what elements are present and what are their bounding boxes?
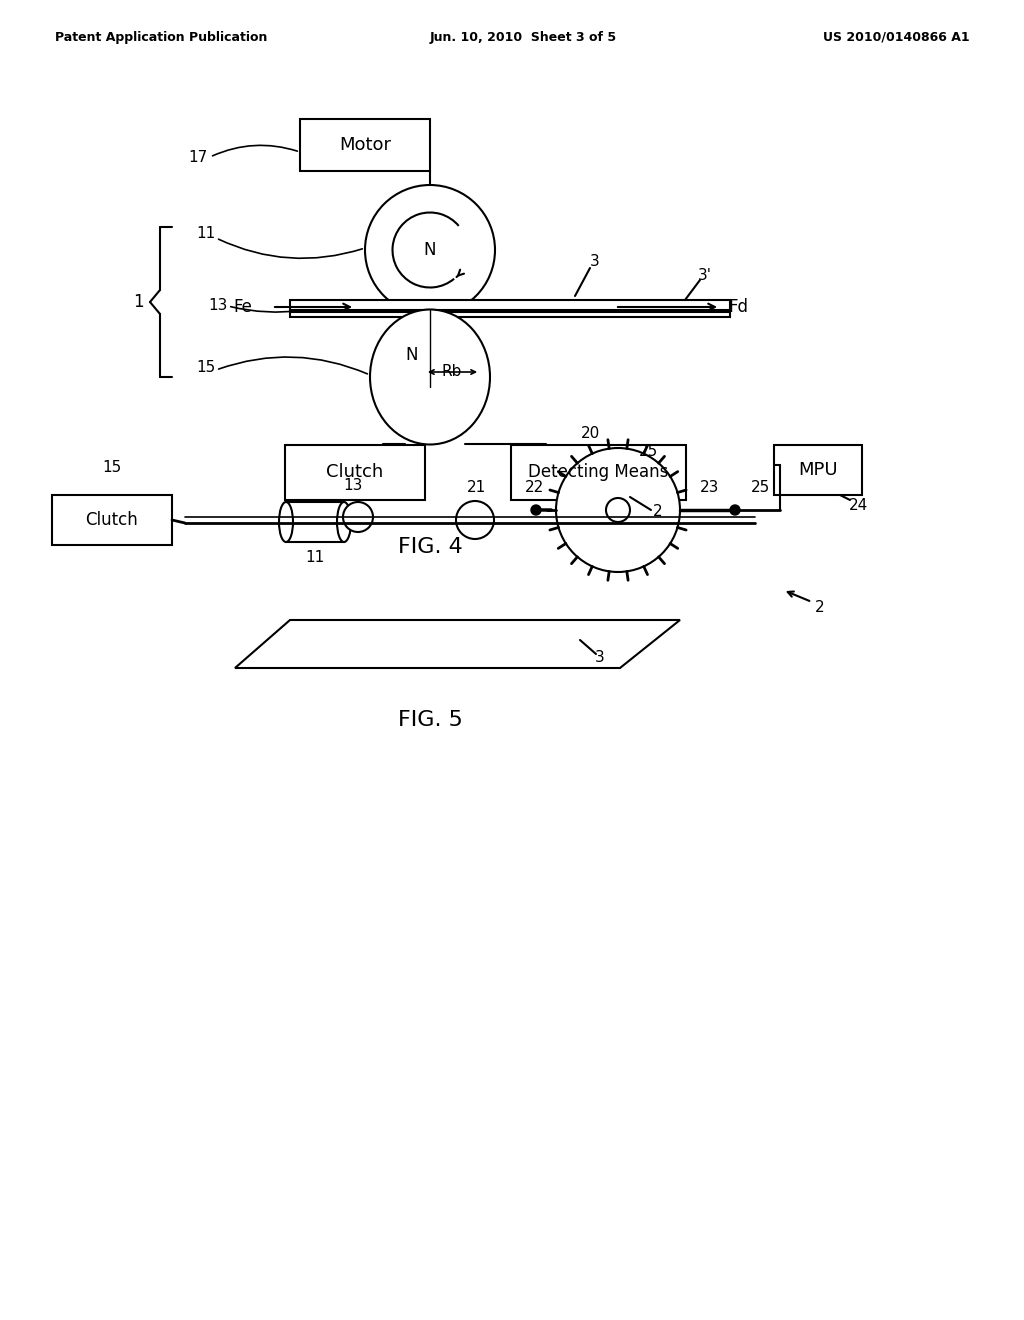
Text: Rb: Rb bbox=[441, 364, 462, 380]
Text: 11: 11 bbox=[196, 227, 215, 242]
Bar bbox=[286, 502, 344, 543]
Text: Fd: Fd bbox=[728, 298, 748, 315]
Ellipse shape bbox=[337, 502, 351, 543]
Text: 1: 1 bbox=[133, 293, 143, 312]
Text: MPU: MPU bbox=[798, 461, 838, 479]
Bar bbox=[52, 495, 172, 545]
Bar bbox=[290, 312, 730, 317]
Text: Jun. 10, 2010  Sheet 3 of 5: Jun. 10, 2010 Sheet 3 of 5 bbox=[430, 30, 617, 44]
Text: 15: 15 bbox=[196, 359, 215, 375]
Circle shape bbox=[556, 447, 680, 572]
Ellipse shape bbox=[279, 502, 293, 543]
Ellipse shape bbox=[365, 185, 495, 315]
Text: 22: 22 bbox=[524, 480, 544, 495]
Ellipse shape bbox=[370, 309, 490, 445]
Text: 3: 3 bbox=[590, 255, 600, 269]
Text: Clutch: Clutch bbox=[327, 463, 384, 480]
Polygon shape bbox=[234, 620, 680, 668]
Circle shape bbox=[730, 506, 740, 515]
Text: 2: 2 bbox=[815, 599, 824, 615]
Circle shape bbox=[606, 498, 630, 521]
Text: 24: 24 bbox=[848, 498, 867, 512]
Text: 13: 13 bbox=[208, 297, 227, 313]
Bar bbox=[774, 445, 862, 495]
Text: N: N bbox=[424, 242, 436, 259]
Text: 3: 3 bbox=[595, 651, 605, 665]
Text: Detecting Means: Detecting Means bbox=[527, 463, 669, 480]
Text: 11: 11 bbox=[305, 549, 325, 565]
Ellipse shape bbox=[343, 502, 373, 532]
Text: 3': 3' bbox=[698, 268, 712, 282]
Text: 13: 13 bbox=[343, 478, 362, 492]
Text: 2: 2 bbox=[653, 504, 663, 520]
Circle shape bbox=[531, 506, 541, 515]
Text: Clutch: Clutch bbox=[86, 511, 138, 529]
Bar bbox=[285, 445, 425, 499]
Text: 20: 20 bbox=[581, 426, 600, 441]
Text: Patent Application Publication: Patent Application Publication bbox=[55, 30, 267, 44]
Text: Fe: Fe bbox=[233, 298, 252, 315]
Text: FIG. 5: FIG. 5 bbox=[397, 710, 463, 730]
Bar bbox=[300, 119, 430, 172]
Text: US 2010/0140866 A1: US 2010/0140866 A1 bbox=[823, 30, 970, 44]
Text: 23: 23 bbox=[700, 480, 720, 495]
Text: Motor: Motor bbox=[339, 136, 391, 154]
Text: 15: 15 bbox=[102, 459, 122, 474]
Text: N: N bbox=[406, 346, 418, 364]
Text: FIG. 4: FIG. 4 bbox=[397, 537, 463, 557]
Ellipse shape bbox=[456, 502, 494, 539]
Text: 21: 21 bbox=[467, 480, 486, 495]
Bar bbox=[511, 445, 685, 499]
Bar bbox=[290, 300, 730, 310]
Text: 25: 25 bbox=[638, 445, 657, 459]
Text: 25: 25 bbox=[751, 480, 770, 495]
Text: 17: 17 bbox=[188, 150, 207, 165]
